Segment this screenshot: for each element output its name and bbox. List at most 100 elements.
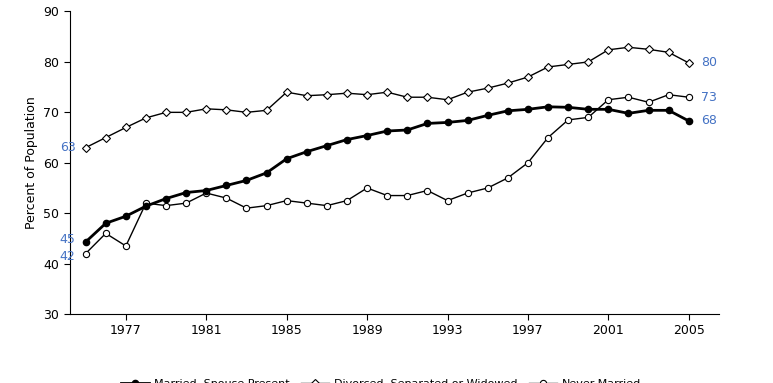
Never-Married: [664, 92, 673, 97]
Never-Married: [182, 201, 191, 205]
Never-Married: [81, 251, 90, 256]
Text: 63: 63: [60, 141, 76, 154]
Divorced, Separated or Widowed: [483, 86, 492, 90]
Divorced, Separated or Widowed: [543, 65, 553, 69]
Divorced, Separated or Widowed: [242, 110, 251, 115]
Married, Spouse Present: [664, 108, 673, 113]
Line: Never-Married: Never-Married: [83, 92, 692, 257]
Divorced, Separated or Widowed: [423, 95, 432, 100]
Never-Married: [423, 188, 432, 193]
Never-Married: [242, 206, 251, 210]
Married, Spouse Present: [684, 119, 693, 123]
Never-Married: [403, 193, 412, 198]
Divorced, Separated or Widowed: [202, 106, 211, 111]
Divorced, Separated or Widowed: [584, 60, 593, 64]
Married, Spouse Present: [302, 149, 312, 154]
Divorced, Separated or Widowed: [564, 62, 573, 67]
Divorced, Separated or Widowed: [81, 145, 90, 150]
Married, Spouse Present: [503, 108, 512, 113]
Y-axis label: Percent of Population: Percent of Population: [25, 97, 38, 229]
Divorced, Separated or Widowed: [121, 125, 131, 130]
Married, Spouse Present: [282, 156, 291, 161]
Line: Divorced, Separated or Widowed: Divorced, Separated or Widowed: [83, 44, 692, 151]
Divorced, Separated or Widowed: [302, 93, 312, 98]
Never-Married: [644, 100, 653, 105]
Text: 42: 42: [60, 250, 76, 263]
Married, Spouse Present: [383, 129, 392, 133]
Married, Spouse Present: [624, 111, 633, 116]
Text: 68: 68: [701, 115, 717, 128]
Never-Married: [383, 193, 392, 198]
Divorced, Separated or Widowed: [182, 110, 191, 115]
Never-Married: [121, 244, 131, 248]
Never-Married: [584, 115, 593, 119]
Married, Spouse Present: [644, 108, 653, 113]
Married, Spouse Present: [121, 214, 131, 219]
Divorced, Separated or Widowed: [443, 97, 452, 102]
Divorced, Separated or Widowed: [684, 61, 693, 65]
Text: 80: 80: [701, 56, 717, 69]
Never-Married: [543, 135, 553, 140]
Never-Married: [202, 191, 211, 195]
Never-Married: [523, 160, 533, 165]
Divorced, Separated or Widowed: [141, 116, 151, 120]
Married, Spouse Present: [543, 105, 553, 109]
Married, Spouse Present: [162, 196, 171, 201]
Never-Married: [162, 203, 171, 208]
Divorced, Separated or Widowed: [162, 110, 171, 115]
Married, Spouse Present: [141, 204, 151, 208]
Never-Married: [101, 231, 111, 236]
Never-Married: [483, 186, 492, 190]
Never-Married: [302, 201, 312, 205]
Divorced, Separated or Widowed: [503, 81, 512, 85]
Divorced, Separated or Widowed: [282, 90, 291, 95]
Divorced, Separated or Widowed: [664, 50, 673, 55]
Never-Married: [342, 198, 352, 203]
Married, Spouse Present: [403, 128, 412, 132]
Married, Spouse Present: [483, 113, 492, 118]
Married, Spouse Present: [604, 107, 613, 111]
Divorced, Separated or Widowed: [101, 135, 111, 140]
Divorced, Separated or Widowed: [322, 92, 332, 97]
Married, Spouse Present: [443, 120, 452, 125]
Never-Married: [443, 198, 452, 203]
Married, Spouse Present: [342, 137, 352, 142]
Never-Married: [624, 95, 633, 100]
Married, Spouse Present: [202, 188, 211, 193]
Divorced, Separated or Widowed: [222, 108, 231, 112]
Divorced, Separated or Widowed: [262, 108, 271, 113]
Married, Spouse Present: [564, 105, 573, 110]
Text: 73: 73: [701, 91, 717, 104]
Divorced, Separated or Widowed: [644, 47, 653, 52]
Never-Married: [684, 95, 693, 100]
Never-Married: [222, 196, 231, 200]
Married, Spouse Present: [523, 107, 533, 111]
Married, Spouse Present: [81, 240, 90, 244]
Never-Married: [604, 97, 613, 102]
Divorced, Separated or Widowed: [604, 47, 613, 52]
Divorced, Separated or Widowed: [383, 90, 392, 95]
Divorced, Separated or Widowed: [624, 45, 633, 49]
Divorced, Separated or Widowed: [342, 91, 352, 95]
Married, Spouse Present: [584, 107, 593, 111]
Never-Married: [282, 198, 291, 203]
Never-Married: [363, 186, 372, 190]
Married, Spouse Present: [423, 121, 432, 126]
Married, Spouse Present: [222, 183, 231, 188]
Divorced, Separated or Widowed: [523, 75, 533, 79]
Married, Spouse Present: [322, 143, 332, 148]
Divorced, Separated or Widowed: [403, 95, 412, 100]
Married, Spouse Present: [463, 118, 472, 123]
Never-Married: [141, 201, 151, 205]
Divorced, Separated or Widowed: [363, 92, 372, 97]
Never-Married: [322, 203, 332, 208]
Line: Married, Spouse Present: Married, Spouse Present: [83, 104, 692, 245]
Married, Spouse Present: [182, 190, 191, 195]
Never-Married: [503, 176, 512, 180]
Never-Married: [564, 118, 573, 122]
Married, Spouse Present: [262, 170, 271, 175]
Divorced, Separated or Widowed: [463, 90, 472, 95]
Never-Married: [463, 191, 472, 195]
Married, Spouse Present: [242, 178, 251, 183]
Text: 45: 45: [60, 233, 76, 246]
